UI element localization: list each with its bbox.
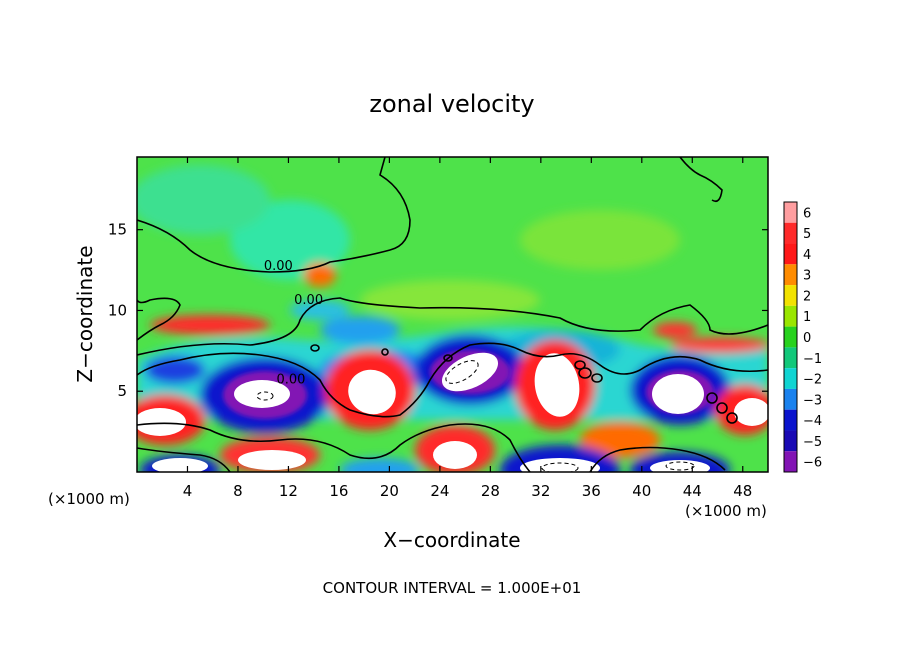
colorbar-swatch bbox=[784, 388, 797, 410]
x-tick-label: 12 bbox=[279, 482, 298, 500]
colorbar-label: 1 bbox=[803, 310, 811, 325]
y-tick-label: 5 bbox=[117, 382, 127, 400]
colorbar-swatch bbox=[784, 430, 797, 452]
contour-label: 0.00 bbox=[294, 293, 323, 308]
colorbar-label: 3 bbox=[803, 269, 811, 284]
colorbar-swatch bbox=[784, 347, 797, 369]
x-tick-label: 8 bbox=[233, 482, 243, 500]
colorbar-label: 0 bbox=[803, 331, 811, 346]
colorbar-label: −6 bbox=[803, 456, 822, 471]
contour-label: 0.00 bbox=[264, 259, 293, 274]
plot-frame bbox=[136, 156, 769, 473]
x-axis-label: X−coordinate bbox=[383, 528, 520, 552]
x-unit-left: (×1000 m) bbox=[48, 490, 130, 508]
colorbar-swatch bbox=[784, 451, 797, 472]
x-unit-right: (×1000 m) bbox=[685, 502, 767, 520]
colorbar-swatch bbox=[784, 409, 797, 431]
colorbar-swatch bbox=[784, 305, 797, 327]
colorbar-swatch bbox=[784, 243, 797, 265]
colorbar-label: 6 bbox=[803, 206, 811, 221]
chart-title: zonal velocity bbox=[369, 90, 534, 118]
x-axis: 4 8 12 16 20 24 28 32 36 40 44 48 bbox=[183, 157, 752, 500]
x-tick-label: 28 bbox=[481, 482, 500, 500]
colorbar-label: −5 bbox=[803, 435, 822, 450]
y-axis-label: Z−coordinate bbox=[73, 245, 97, 382]
contour-labels: 0.00 0.00 0.00 bbox=[264, 259, 323, 387]
x-tick-label: 4 bbox=[183, 482, 193, 500]
x-tick-label: 16 bbox=[329, 482, 348, 500]
y-tick-label: 15 bbox=[108, 221, 127, 239]
colorbar-label: 2 bbox=[803, 289, 811, 304]
saturated-regions bbox=[137, 352, 768, 472]
x-tick-label: 48 bbox=[733, 482, 752, 500]
y-axis: 5 10 15 bbox=[108, 221, 768, 400]
colorbar-swatch bbox=[784, 285, 797, 306]
colorbar-swatch bbox=[784, 202, 797, 223]
colorbar-frame bbox=[783, 201, 798, 473]
x-tick-label: 24 bbox=[430, 482, 449, 500]
colorbar-label: −4 bbox=[803, 414, 822, 429]
contour-interval-note: CONTOUR INTERVAL = 1.000E+01 bbox=[323, 579, 582, 597]
colorbar-label: −2 bbox=[803, 373, 822, 388]
colorbar-swatch bbox=[784, 368, 797, 389]
colorbar-label: 4 bbox=[803, 248, 811, 263]
contour-label: 0.00 bbox=[276, 372, 305, 387]
colorbar-swatch bbox=[784, 264, 797, 286]
x-tick-label: 20 bbox=[380, 482, 399, 500]
y-tick-label: 10 bbox=[108, 301, 127, 319]
colorbar-label: −1 bbox=[803, 352, 822, 367]
contour-lines bbox=[137, 157, 768, 472]
colorbar-label: 5 bbox=[803, 227, 811, 242]
negative-contours bbox=[256, 360, 695, 472]
plot-area: 0.00 0.00 0.00 bbox=[137, 157, 768, 472]
colorbar-swatch bbox=[784, 222, 797, 244]
colorbar-label: −3 bbox=[803, 393, 822, 408]
colorbar-swatch bbox=[784, 326, 797, 348]
colorbar: 6 5 4 3 2 1 0 −1 −2 −3 −4 −5 −6 bbox=[783, 201, 822, 473]
x-tick-label: 32 bbox=[531, 482, 550, 500]
x-tick-label: 44 bbox=[683, 482, 702, 500]
x-tick-label: 36 bbox=[582, 482, 601, 500]
x-tick-label: 40 bbox=[632, 482, 651, 500]
